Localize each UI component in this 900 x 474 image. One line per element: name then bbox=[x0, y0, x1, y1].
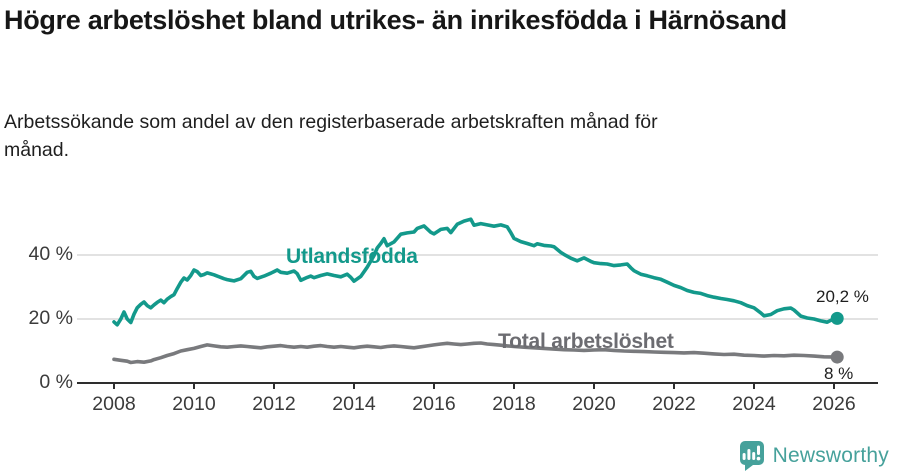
end-dot-0 bbox=[830, 311, 844, 325]
x-axis-label: 2014 bbox=[332, 393, 376, 415]
x-axis-label: 2016 bbox=[412, 393, 456, 415]
page-title: Högre arbetslöshet bland utrikes- än inr… bbox=[4, 5, 787, 35]
end-value-total-arbetsloshet: 8 % bbox=[824, 364, 854, 383]
bar-1 bbox=[742, 453, 746, 460]
bar-2 bbox=[747, 449, 751, 460]
y-axis-label: 20 % bbox=[28, 307, 73, 329]
exclamation-dot bbox=[756, 456, 760, 461]
x-axis-label: 2026 bbox=[812, 393, 856, 415]
end-value-utlandsfodda: 20,2 % bbox=[816, 287, 869, 306]
end-dot-1 bbox=[830, 350, 844, 364]
y-axis-label: 40 % bbox=[28, 243, 73, 265]
exclamation-bar bbox=[756, 445, 760, 455]
series-line-1 bbox=[112, 341, 840, 365]
y-axis-label: 0 % bbox=[39, 371, 73, 393]
series-label-total-arbetsloshet: Total arbetslöshet bbox=[498, 330, 674, 353]
page-subtitle: Arbetssökande som andel av den registerb… bbox=[4, 111, 658, 161]
newsworthy-wordmark: Newsworthy bbox=[772, 443, 889, 467]
x-axis-label: 2024 bbox=[732, 393, 776, 415]
bar-3 bbox=[751, 452, 755, 460]
x-axis-label: 2020 bbox=[572, 393, 616, 415]
x-axis-label: 2018 bbox=[492, 393, 536, 415]
x-axis-label: 2012 bbox=[252, 393, 296, 415]
newsworthy-icon bbox=[739, 441, 764, 471]
newsworthy-logo[interactable]: Newsworthy bbox=[737, 440, 889, 471]
series-line-0 bbox=[112, 217, 840, 327]
series-label-utlandsfodda: Utlandsfödda bbox=[286, 245, 418, 268]
x-axis-label: 2008 bbox=[92, 393, 136, 415]
x-axis-label: 2022 bbox=[652, 393, 696, 415]
x-axis-label: 2010 bbox=[172, 393, 216, 415]
